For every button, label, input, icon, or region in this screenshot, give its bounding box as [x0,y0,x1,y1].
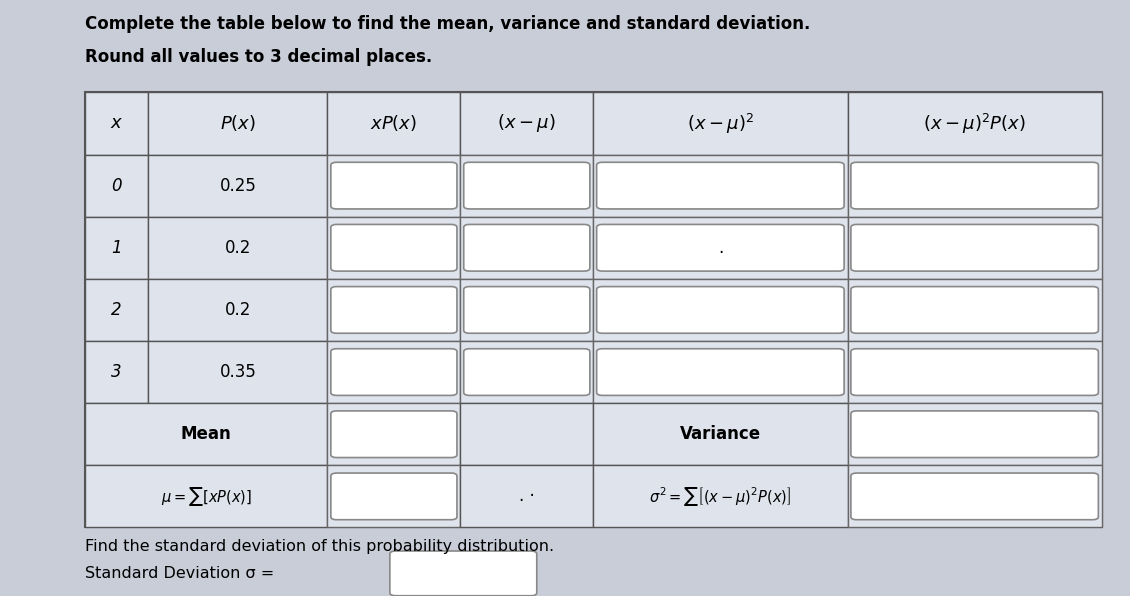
FancyBboxPatch shape [328,465,460,527]
Text: Variance: Variance [680,425,760,443]
FancyBboxPatch shape [463,225,590,271]
FancyBboxPatch shape [85,279,148,341]
FancyBboxPatch shape [148,341,328,403]
FancyBboxPatch shape [597,349,844,395]
FancyBboxPatch shape [593,279,848,341]
Text: $\sigma^{2} = \sum\left[(x-\mu)^{2}P(x)\right]$: $\sigma^{2} = \sum\left[(x-\mu)^{2}P(x)\… [650,485,791,508]
Text: 0.2: 0.2 [225,239,251,257]
Text: 0.2: 0.2 [225,301,251,319]
FancyBboxPatch shape [593,465,848,527]
Text: $xP(x)$: $xP(x)$ [371,113,417,134]
FancyBboxPatch shape [851,473,1098,520]
FancyBboxPatch shape [331,473,457,520]
FancyBboxPatch shape [848,217,1102,279]
FancyBboxPatch shape [848,279,1102,341]
Text: $(x-\mu)^{2}P(x)$: $(x-\mu)^{2}P(x)$ [923,111,1026,135]
Text: 0.25: 0.25 [219,176,257,195]
FancyBboxPatch shape [463,349,590,395]
Text: 3: 3 [111,363,122,381]
FancyBboxPatch shape [85,341,148,403]
FancyBboxPatch shape [331,411,457,458]
FancyBboxPatch shape [328,154,460,217]
FancyBboxPatch shape [848,154,1102,217]
Text: 1: 1 [111,239,122,257]
FancyBboxPatch shape [593,403,848,465]
FancyBboxPatch shape [148,154,328,217]
FancyBboxPatch shape [848,341,1102,403]
FancyBboxPatch shape [460,403,593,465]
FancyBboxPatch shape [148,92,328,154]
FancyBboxPatch shape [851,162,1098,209]
FancyBboxPatch shape [848,465,1102,527]
FancyBboxPatch shape [460,154,593,217]
FancyBboxPatch shape [463,162,590,209]
FancyBboxPatch shape [85,403,328,465]
FancyBboxPatch shape [331,162,457,209]
FancyBboxPatch shape [848,92,1102,154]
FancyBboxPatch shape [85,92,1102,527]
Text: .: . [718,239,723,257]
FancyBboxPatch shape [85,217,148,279]
FancyBboxPatch shape [593,217,848,279]
FancyBboxPatch shape [593,341,848,403]
FancyBboxPatch shape [597,162,844,209]
Text: 0.35: 0.35 [219,363,257,381]
FancyBboxPatch shape [390,551,537,596]
FancyBboxPatch shape [148,217,328,279]
Text: $(x-\mu)^{2}$: $(x-\mu)^{2}$ [687,111,754,135]
FancyBboxPatch shape [597,287,844,333]
Text: $\mu = \sum\left[xP(x)\right]$: $\mu = \sum\left[xP(x)\right]$ [160,485,252,508]
FancyBboxPatch shape [328,92,460,154]
FancyBboxPatch shape [328,217,460,279]
FancyBboxPatch shape [460,465,593,527]
Text: 2: 2 [111,301,122,319]
FancyBboxPatch shape [851,287,1098,333]
Text: $P(x)$: $P(x)$ [220,113,255,134]
FancyBboxPatch shape [460,92,593,154]
Text: . ·: . · [519,488,534,505]
FancyBboxPatch shape [85,154,148,217]
FancyBboxPatch shape [460,341,593,403]
FancyBboxPatch shape [328,341,460,403]
Text: $(x-\mu)$: $(x-\mu)$ [497,113,556,135]
FancyBboxPatch shape [460,217,593,279]
FancyBboxPatch shape [328,403,460,465]
Text: Find the standard deviation of this probability distribution.: Find the standard deviation of this prob… [85,539,554,554]
FancyBboxPatch shape [331,225,457,271]
FancyBboxPatch shape [148,279,328,341]
Text: $x$: $x$ [110,114,123,132]
FancyBboxPatch shape [851,349,1098,395]
Text: Round all values to 3 decimal places.: Round all values to 3 decimal places. [85,48,432,66]
FancyBboxPatch shape [85,465,328,527]
FancyBboxPatch shape [597,225,844,271]
FancyBboxPatch shape [460,279,593,341]
FancyBboxPatch shape [85,92,148,154]
FancyBboxPatch shape [851,225,1098,271]
FancyBboxPatch shape [851,411,1098,458]
FancyBboxPatch shape [463,287,590,333]
FancyBboxPatch shape [331,287,457,333]
FancyBboxPatch shape [331,349,457,395]
FancyBboxPatch shape [848,403,1102,465]
Text: Standard Deviation σ =: Standard Deviation σ = [85,566,273,581]
Text: Complete the table below to find the mean, variance and standard deviation.: Complete the table below to find the mea… [85,15,810,33]
FancyBboxPatch shape [593,154,848,217]
Text: Mean: Mean [181,425,232,443]
FancyBboxPatch shape [328,279,460,341]
Text: 0: 0 [111,176,122,195]
FancyBboxPatch shape [593,92,848,154]
